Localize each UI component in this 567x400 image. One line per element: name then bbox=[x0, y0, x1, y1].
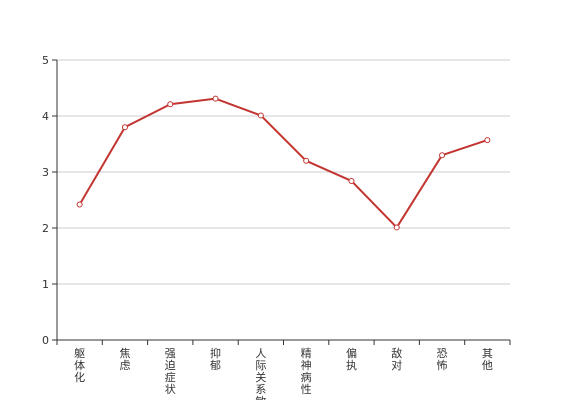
y-axis-ticks: 0 1 2 3 4 5 bbox=[42, 54, 57, 347]
x-tick-label: 强迫症状 bbox=[165, 347, 176, 396]
grid-lines bbox=[57, 59, 510, 285]
series bbox=[78, 97, 488, 229]
y-tick-label: 3 bbox=[42, 166, 49, 179]
x-axis-ticks: 躯体化 焦虑 强迫症状 抑郁 人际关系敏感 精神病性 偏执 敌对 恐怖 其他 bbox=[56, 340, 511, 400]
data-point[interactable] bbox=[484, 137, 491, 144]
y-tick-label: 2 bbox=[42, 222, 49, 235]
data-point[interactable] bbox=[257, 112, 264, 119]
data-point[interactable] bbox=[439, 152, 446, 159]
data-point[interactable] bbox=[303, 157, 310, 164]
x-tick-label: 恐怖 bbox=[437, 347, 448, 372]
x-tick-label: 精神病性 bbox=[301, 347, 312, 396]
data-point[interactable] bbox=[76, 201, 83, 208]
x-tick-label: 其他 bbox=[482, 347, 493, 372]
series-line bbox=[78, 97, 488, 229]
data-point[interactable] bbox=[212, 95, 219, 102]
y-tick-label: 4 bbox=[42, 110, 49, 123]
data-point[interactable] bbox=[167, 101, 174, 108]
x-tick-label: 偏执 bbox=[346, 346, 357, 372]
x-tick-label: 躯体化 bbox=[74, 347, 85, 384]
x-tick-label: 敌对 bbox=[391, 346, 402, 372]
data-point[interactable] bbox=[393, 224, 400, 231]
y-tick-label: 1 bbox=[42, 278, 49, 291]
axes bbox=[56, 60, 510, 341]
data-point[interactable] bbox=[121, 124, 128, 131]
data-point[interactable] bbox=[348, 177, 355, 184]
data-points bbox=[76, 95, 491, 231]
y-tick-label: 0 bbox=[42, 334, 49, 347]
x-tick-label: 人际关系敏感 bbox=[255, 347, 266, 400]
x-tick-label: 焦虑 bbox=[119, 347, 130, 372]
y-tick-label: 5 bbox=[42, 54, 49, 67]
x-tick-label: 抑郁 bbox=[210, 346, 221, 372]
